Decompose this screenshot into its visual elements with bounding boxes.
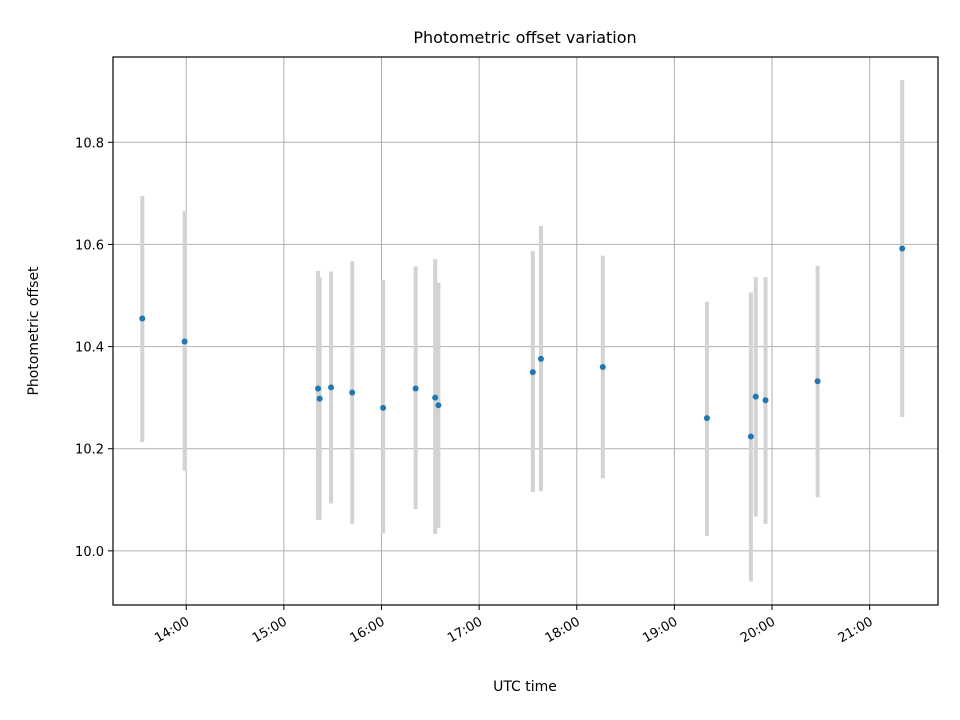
data-point <box>814 378 821 385</box>
data-point <box>349 389 356 396</box>
data-points <box>139 245 906 440</box>
y-tick-label: 10.2 <box>75 443 104 458</box>
data-point <box>181 338 188 345</box>
y-tick-label: 10.8 <box>75 136 104 151</box>
data-point <box>139 315 146 322</box>
data-point <box>762 397 769 404</box>
data-point <box>752 393 759 400</box>
data-point <box>315 385 322 392</box>
y-tick-label: 10.6 <box>75 238 104 253</box>
y-axis-label: Photometric offset <box>26 266 42 396</box>
data-point <box>747 433 754 440</box>
plot-frame <box>112 56 939 606</box>
data-point <box>432 394 439 401</box>
data-point <box>435 402 442 409</box>
y-axis-ticks: 10.0 10.2 10.4 10.6 10.8 <box>75 136 113 560</box>
data-point <box>412 385 419 392</box>
chart-title: Photometric offset variation <box>413 28 636 47</box>
y-tick-label: 10.4 <box>75 341 104 356</box>
data-point <box>537 355 544 362</box>
data-point <box>703 415 710 422</box>
y-tick-label: 10.0 <box>75 545 104 560</box>
data-point <box>529 369 536 376</box>
data-point <box>599 364 606 371</box>
data-point <box>316 395 323 402</box>
data-point <box>899 245 906 252</box>
data-point <box>380 404 387 411</box>
x-axis-label: UTC time <box>493 679 557 695</box>
data-point <box>328 384 335 391</box>
